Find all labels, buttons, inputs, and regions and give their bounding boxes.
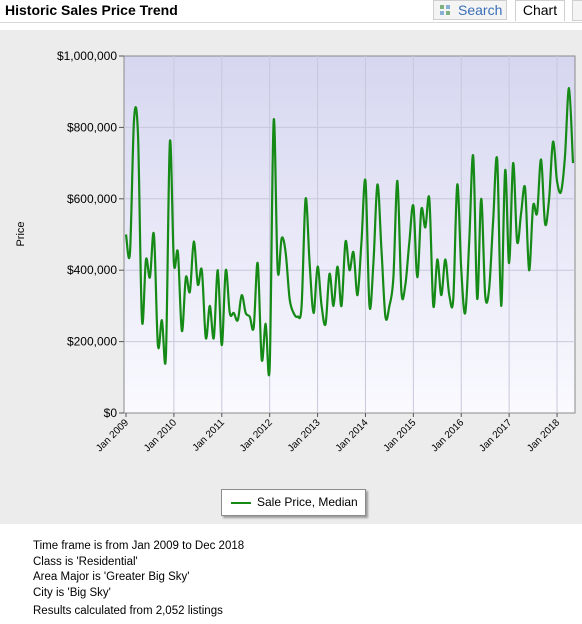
info-block: Time frame is from Jan 2009 to Dec 2018 …: [33, 539, 244, 620]
chart-tab-button[interactable]: Chart: [515, 0, 565, 21]
legend-label: Sale Price, Median: [257, 495, 358, 509]
x-tick-label: Jan 2015: [382, 417, 419, 454]
x-tick-label: Jan 2017: [477, 417, 514, 454]
x-tick-label: Jan 2018: [525, 417, 562, 454]
x-tick-label: Jan 2011: [191, 417, 228, 454]
chart-legend: Sale Price, Median: [221, 489, 366, 516]
price-trend-chart: $0 $200,000 $400,000 $600,000 $800,000 $1,000…: [15, 49, 576, 454]
x-tick-label: Jan 2014: [334, 417, 371, 454]
chart-tab-label: Chart: [522, 2, 558, 18]
y-tick-label: $800,000: [67, 120, 117, 134]
x-tick-label: Jan 2012: [238, 417, 275, 454]
x-tick-label: Jan 2009: [94, 417, 131, 454]
y-tick-label: $200,000: [67, 335, 117, 349]
info-city: City is 'Big Sky': [33, 586, 111, 599]
series-line: [124, 86, 575, 377]
page-title: Historic Sales Price Trend: [5, 2, 178, 18]
x-tick-label: Jan 2010: [142, 417, 179, 454]
y-tick-label: $0: [104, 406, 118, 420]
next-tab-edge[interactable]: [572, 0, 582, 21]
y-tick-label: $600,000: [67, 192, 117, 206]
x-tick-label: Jan 2016: [429, 417, 466, 454]
search-tab-label: Search: [458, 2, 503, 18]
info-timeframe: Time frame is from Jan 2009 to Dec 2018: [33, 540, 245, 552]
y-tick-label: $1,000,000: [57, 49, 117, 63]
search-tab-button[interactable]: Search: [433, 0, 507, 20]
info-results: Results calculated from 2,052 listings: [33, 605, 223, 618]
legend-swatch: [231, 502, 251, 504]
header-bar: Historic Sales Price Trend Search Chart: [0, 0, 582, 23]
y-tick-label: $400,000: [67, 263, 117, 277]
y-axis-label: Price: [15, 221, 27, 246]
grid-icon: [440, 5, 450, 15]
x-tick-label: Jan 2013: [286, 417, 323, 454]
info-area: Area Major is 'Greater Big Sky': [33, 571, 190, 584]
info-class: Class is 'Residential': [33, 555, 138, 568]
